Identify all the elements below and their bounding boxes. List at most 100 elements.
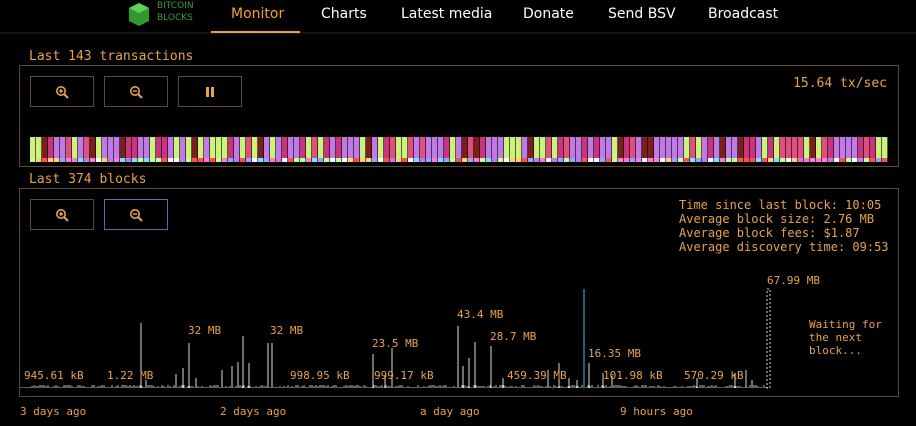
transaction-cell xyxy=(222,137,228,158)
transaction-flag xyxy=(822,158,828,162)
block-chart xyxy=(19,288,771,389)
transaction-cell xyxy=(744,137,750,158)
transaction-flag xyxy=(234,158,240,162)
transaction-flag xyxy=(612,158,618,162)
transaction-cell xyxy=(654,137,660,158)
transaction-cell xyxy=(372,137,378,158)
transaction-flag xyxy=(108,158,114,162)
transaction-cell xyxy=(336,137,342,158)
transaction-flag xyxy=(588,158,594,162)
transaction-cell xyxy=(582,137,588,158)
zoom-in-icon xyxy=(56,208,69,222)
transaction-flag xyxy=(654,158,660,162)
transaction-cell xyxy=(468,137,474,158)
transaction-cell xyxy=(318,137,324,158)
transaction-flag xyxy=(366,158,372,162)
nav-link[interactable]: Monitor xyxy=(231,6,285,22)
transaction-flag xyxy=(342,158,348,162)
transaction-cell xyxy=(828,137,834,158)
transaction-cell xyxy=(360,137,366,158)
transaction-flag xyxy=(306,158,312,162)
size-label: 28.7 MB xyxy=(490,330,537,343)
stat-line: Average block fees: $1.87 xyxy=(679,226,860,240)
transaction-flag xyxy=(438,158,444,162)
stat-line: Average discovery time: 09:53 xyxy=(679,240,889,254)
transaction-cell xyxy=(606,137,612,158)
zoom-in-button[interactable] xyxy=(30,76,94,107)
transaction-flag xyxy=(816,158,822,162)
transaction-cell xyxy=(546,137,552,158)
transaction-cell xyxy=(594,137,600,158)
transaction-cell xyxy=(366,137,372,158)
transaction-cell xyxy=(132,137,138,158)
zoom-out-button[interactable] xyxy=(104,199,168,230)
transaction-cell xyxy=(288,137,294,158)
transaction-flag xyxy=(498,158,504,162)
transaction-cell xyxy=(354,137,360,158)
nav-link[interactable]: Charts xyxy=(321,6,367,22)
transaction-flag xyxy=(582,158,588,162)
transaction-cell xyxy=(834,137,840,158)
transaction-flag xyxy=(522,158,528,162)
transaction-flag xyxy=(354,158,360,162)
transaction-cell xyxy=(720,137,726,158)
zoom-in-button[interactable] xyxy=(30,199,94,230)
transaction-flag xyxy=(492,158,498,162)
transaction-cell xyxy=(762,137,768,158)
transaction-cell xyxy=(666,137,672,158)
transaction-cell xyxy=(696,137,702,158)
transaction-flag xyxy=(804,158,810,162)
transaction-cell xyxy=(564,137,570,158)
transaction-flag xyxy=(786,158,792,162)
transaction-flag xyxy=(738,158,744,162)
transaction-cell xyxy=(528,137,534,158)
transaction-flag xyxy=(240,158,246,162)
transaction-cell xyxy=(102,137,108,158)
transaction-cell xyxy=(264,137,270,158)
size-label: 16.35 MB xyxy=(588,347,641,360)
zoom-out-button[interactable] xyxy=(104,76,168,107)
transaction-cell xyxy=(882,137,888,158)
waiting-message: Waiting for the next block... xyxy=(809,318,882,357)
transaction-cell xyxy=(378,137,384,158)
nav-link[interactable]: Donate xyxy=(523,6,574,22)
transaction-cell xyxy=(558,137,564,158)
transaction-cell xyxy=(168,137,174,158)
nav-link[interactable]: Broadcast xyxy=(708,6,779,22)
transaction-flag xyxy=(258,158,264,162)
stat-line: Time since last block: 10:05 xyxy=(679,198,882,212)
transaction-cell xyxy=(864,137,870,158)
transaction-cell xyxy=(390,137,396,158)
transaction-cell xyxy=(492,137,498,158)
transaction-flag xyxy=(408,158,414,162)
transaction-flag xyxy=(468,158,474,162)
size-label: 32 MB xyxy=(188,324,222,337)
transaction-flag xyxy=(222,158,228,162)
transaction-flag xyxy=(684,158,690,162)
transaction-cell xyxy=(786,137,792,158)
time-label: 3 days ago xyxy=(20,405,87,418)
nav-link[interactable]: Send BSV xyxy=(608,6,676,22)
transaction-flag xyxy=(246,158,252,162)
transaction-cell xyxy=(402,137,408,158)
pause-button[interactable] xyxy=(178,76,242,107)
transaction-flag xyxy=(534,158,540,162)
logo-icon-top xyxy=(129,3,149,13)
transaction-flag xyxy=(648,158,654,162)
section-title: Last 374 blocks xyxy=(29,172,147,187)
transaction-flag xyxy=(216,158,222,162)
transaction-flag xyxy=(876,158,882,162)
transaction-cell xyxy=(156,137,162,158)
zoom-in-icon xyxy=(56,85,69,99)
transaction-flag xyxy=(696,158,702,162)
transaction-flag xyxy=(462,158,468,162)
transaction-cell xyxy=(726,137,732,158)
transaction-cell xyxy=(636,137,642,158)
transaction-flag xyxy=(642,158,648,162)
logo-text[interactable]: BITCOIN BLOCKS xyxy=(157,0,194,24)
transaction-cell xyxy=(66,137,72,158)
zoom-out-icon xyxy=(130,85,143,99)
transaction-flag xyxy=(378,158,384,162)
transaction-cell xyxy=(120,137,126,158)
nav-link[interactable]: Latest media xyxy=(401,6,493,22)
